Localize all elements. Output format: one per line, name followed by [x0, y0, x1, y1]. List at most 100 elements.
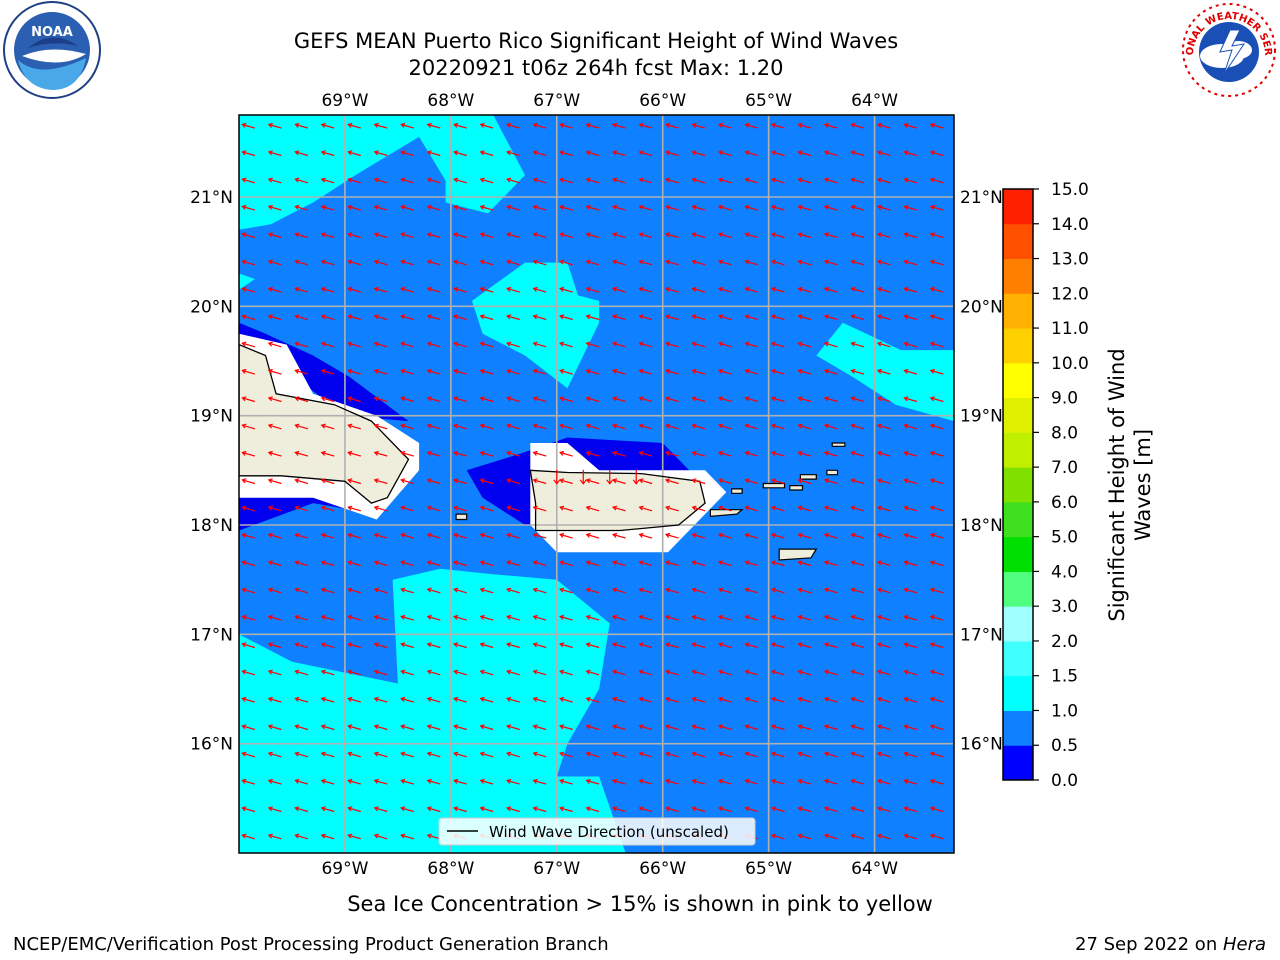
wind-arrow: [506, 122, 520, 129]
wind-arrow: [559, 423, 573, 430]
wind-arrow: [664, 286, 679, 293]
colorbar-tick-label: 4.0: [1051, 562, 1078, 582]
wind-arrow: [823, 122, 838, 129]
wind-arrow: [611, 122, 626, 129]
wind-arrow: [797, 122, 812, 129]
wind-arrow: [850, 232, 865, 239]
wind-arrow: [929, 833, 944, 840]
wind-arrow: [770, 478, 785, 485]
wind-arrow: [241, 314, 256, 321]
lat-tick-left: 20°N: [190, 297, 233, 317]
wind-arrow: [559, 669, 573, 676]
wind-arrow: [479, 122, 494, 129]
wind-arrow: [585, 314, 600, 321]
wind-arrow: [850, 778, 865, 785]
wind-arrow: [267, 259, 282, 266]
wind-arrow: [400, 259, 414, 266]
wind-arrow: [903, 505, 918, 512]
colorbar-label-line-2: Waves [m]: [1131, 429, 1155, 541]
wind-arrow: [585, 778, 600, 785]
wind-arrow: [453, 806, 467, 813]
wind-arrow: [744, 806, 759, 813]
wind-arrow: [373, 833, 388, 840]
wind-arrow: [400, 150, 414, 157]
wind-arrow: [347, 560, 361, 567]
wind-arrow: [691, 505, 706, 512]
wind-arrow: [876, 450, 891, 457]
wind-arrow: [903, 560, 918, 567]
wind-arrow: [532, 696, 547, 703]
wind-arrow: [532, 368, 547, 375]
colorbar-tick-label: 0.0: [1051, 771, 1078, 791]
wind-arrow: [823, 669, 838, 676]
lat-tick-right: 16°N: [960, 735, 1003, 755]
wind-arrow: [770, 751, 785, 758]
wind-arrow: [664, 341, 679, 348]
wind-arrow: [744, 177, 759, 184]
wind-arrow: [823, 505, 838, 512]
wind-arrow: [532, 314, 547, 321]
wind-arrow: [850, 286, 865, 293]
wind-arrow: [691, 478, 706, 485]
wind-arrow: [241, 614, 256, 621]
wind-arrow: [876, 642, 891, 649]
wind-arrow: [373, 532, 388, 539]
wind-arrow: [320, 396, 335, 403]
wind-arrow: [267, 314, 282, 321]
wind-arrow: [850, 642, 865, 649]
wind-arrow: [400, 833, 414, 840]
wind-arrow-land: [553, 469, 561, 485]
wind-arrow: [850, 341, 865, 348]
wind-arrow: [294, 150, 309, 157]
wind-arrow: [744, 778, 759, 785]
wind-arrow: [426, 150, 441, 157]
wind-arrow: [426, 642, 441, 649]
wind-arrow: [373, 696, 388, 703]
wind-arrow: [691, 642, 706, 649]
wind-arrow: [267, 341, 282, 348]
map-panel: 69°W 69°W 68°W 68°W 67°W 67°W 66°W 66°W 65°W 65°W…: [190, 91, 1003, 879]
wind-arrow: [797, 724, 812, 731]
wind-arrow: [373, 806, 388, 813]
wind-arrow: [611, 177, 626, 184]
wind-arrow: [585, 614, 600, 621]
wind-arrow: [294, 478, 309, 485]
wind-arrow: [611, 368, 626, 375]
wind-arrow: [717, 587, 732, 594]
wind-arrow: [770, 696, 785, 703]
wind-arrow: [929, 532, 944, 539]
wind-arrow: [506, 396, 520, 403]
wind-arrow: [320, 560, 335, 567]
wind-arrow: [479, 587, 494, 594]
wind-arrow: [479, 614, 494, 621]
wind-arrow: [638, 751, 653, 758]
wind-arrow: [479, 642, 494, 649]
wind-arrow: [823, 314, 838, 321]
wind-arrow: [294, 751, 309, 758]
region-land-puerto-rico: [530, 470, 706, 531]
wind-arrow: [929, 505, 944, 512]
wind-arrow: [453, 259, 467, 266]
wind-arrow: [241, 806, 256, 813]
wind-arrow: [611, 696, 626, 703]
wind-arrow: [532, 669, 547, 676]
wind-arrow: [426, 368, 441, 375]
wind-arrow: [294, 450, 309, 457]
wind-arrow: [373, 614, 388, 621]
wind-arrow: [770, 450, 785, 457]
title-line-2: 20220921 t06z 264h fcst Max: 1.20: [409, 56, 784, 80]
wind-arrow: [664, 642, 679, 649]
lon-tick-bottom: 65°W: [745, 859, 792, 879]
wind-arrow: [294, 833, 309, 840]
wind-arrow: [400, 806, 414, 813]
wind-arrow: [479, 177, 494, 184]
wind-arrow: [850, 669, 865, 676]
wind-wave-arrows: [241, 122, 944, 840]
wind-arrow: [532, 286, 547, 293]
wind-arrow: [267, 642, 282, 649]
wind-arrow: [770, 368, 785, 375]
wind-arrow: [267, 122, 282, 129]
wind-arrow: [532, 532, 547, 539]
wind-arrow: [717, 696, 732, 703]
